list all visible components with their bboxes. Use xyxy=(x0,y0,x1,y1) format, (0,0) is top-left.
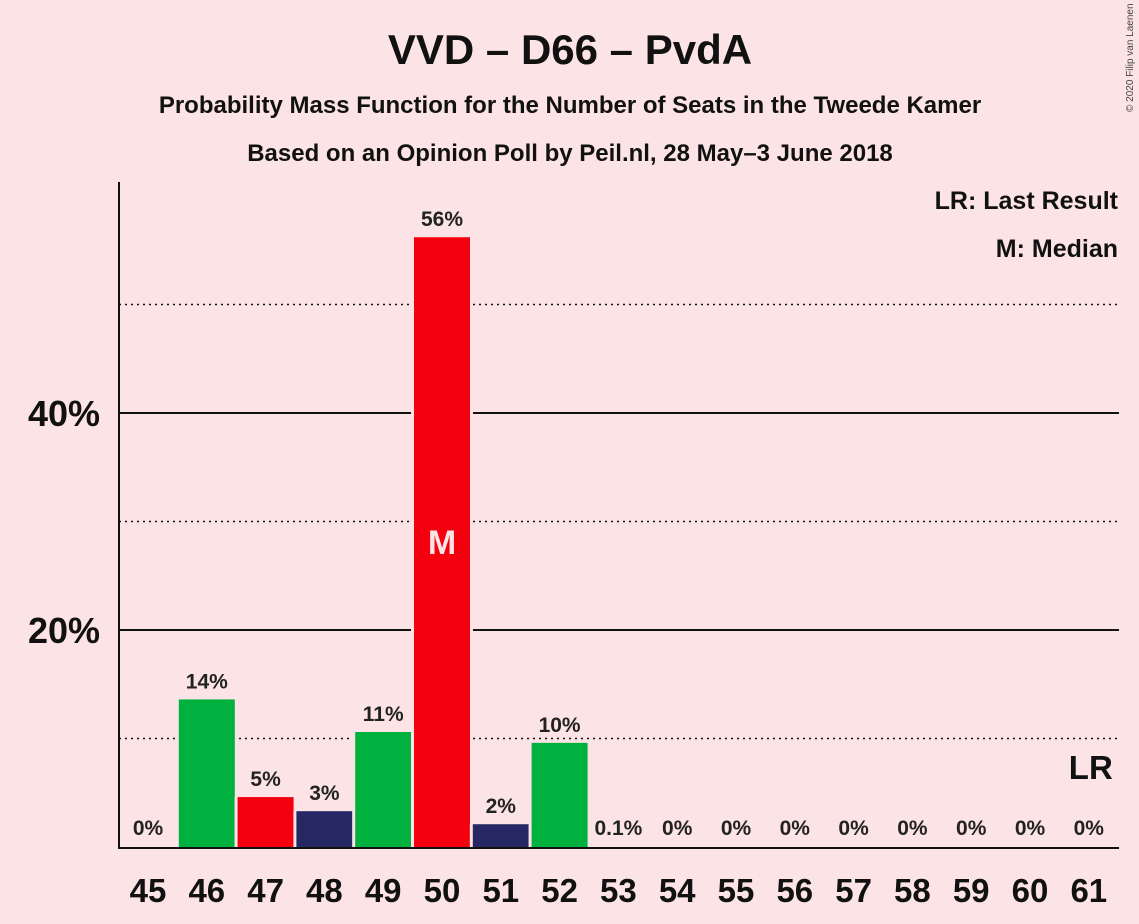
x-tick-56: 56 xyxy=(776,872,813,909)
data-label-59: 0% xyxy=(956,817,987,840)
data-label-49: 11% xyxy=(363,703,404,726)
x-tick-51: 51 xyxy=(482,872,519,909)
x-tick-49: 49 xyxy=(365,872,402,909)
x-tick-46: 46 xyxy=(188,872,225,909)
x-tick-45: 45 xyxy=(130,872,167,909)
data-label-46: 14% xyxy=(186,670,228,693)
x-tick-59: 59 xyxy=(953,872,990,909)
x-tick-54: 54 xyxy=(659,872,696,909)
data-label-55: 0% xyxy=(721,817,752,840)
data-label-57: 0% xyxy=(838,817,869,840)
data-label-53: 0.1% xyxy=(594,817,642,840)
bar-46 xyxy=(178,699,235,847)
data-label-61: 0% xyxy=(1074,817,1105,840)
data-label-52: 10% xyxy=(539,714,581,737)
bar-48 xyxy=(296,811,353,847)
chart-source: Based on an Opinion Poll by Peil.nl, 28 … xyxy=(247,140,893,167)
annotations: 0% 45 14% 46 5% 47 3% 48 11% 49 56% 50 M 2% 51 10% 52 0.1… xyxy=(130,208,1113,909)
x-tick-48: 48 xyxy=(306,872,343,909)
copyright-notice: © 2020 Filip van Laenen xyxy=(1125,3,1136,112)
data-label-51: 2% xyxy=(486,795,517,818)
data-label-47: 5% xyxy=(250,768,281,791)
x-tick-57: 57 xyxy=(835,872,872,909)
data-label-50: 56% xyxy=(421,208,463,231)
data-label-56: 0% xyxy=(780,817,811,840)
data-label-54: 0% xyxy=(662,817,693,840)
legend-median: M: Median xyxy=(996,235,1118,263)
bars xyxy=(175,237,591,848)
data-label-58: 0% xyxy=(897,817,928,840)
gridlines: 20% 40% xyxy=(28,303,1119,740)
data-label-45: 0% xyxy=(133,817,164,840)
y-tick-label: 20% xyxy=(28,610,100,651)
x-tick-60: 60 xyxy=(1012,872,1049,909)
data-label-60: 0% xyxy=(1015,817,1046,840)
bar-49 xyxy=(355,731,412,847)
median-marker: M xyxy=(428,524,456,562)
y-tick-label: 40% xyxy=(28,393,100,434)
chart-subtitle: Probability Mass Function for the Number… xyxy=(159,92,981,119)
x-tick-55: 55 xyxy=(718,872,755,909)
bar-52 xyxy=(531,742,588,847)
bar-51 xyxy=(472,824,529,847)
legend-last-result: LR: Last Result xyxy=(935,187,1119,215)
data-label-48: 3% xyxy=(309,782,340,805)
x-tick-61: 61 xyxy=(1070,872,1107,909)
bar-47 xyxy=(237,797,294,847)
bar-50 xyxy=(414,237,470,848)
x-tick-53: 53 xyxy=(600,872,637,909)
x-tick-52: 52 xyxy=(541,872,578,909)
x-tick-47: 47 xyxy=(247,872,284,909)
x-tick-58: 58 xyxy=(894,872,931,909)
last-result-marker: LR xyxy=(1069,749,1113,786)
x-tick-50: 50 xyxy=(424,872,461,909)
chart-title: VVD – D66 – PvdA xyxy=(388,26,752,73)
